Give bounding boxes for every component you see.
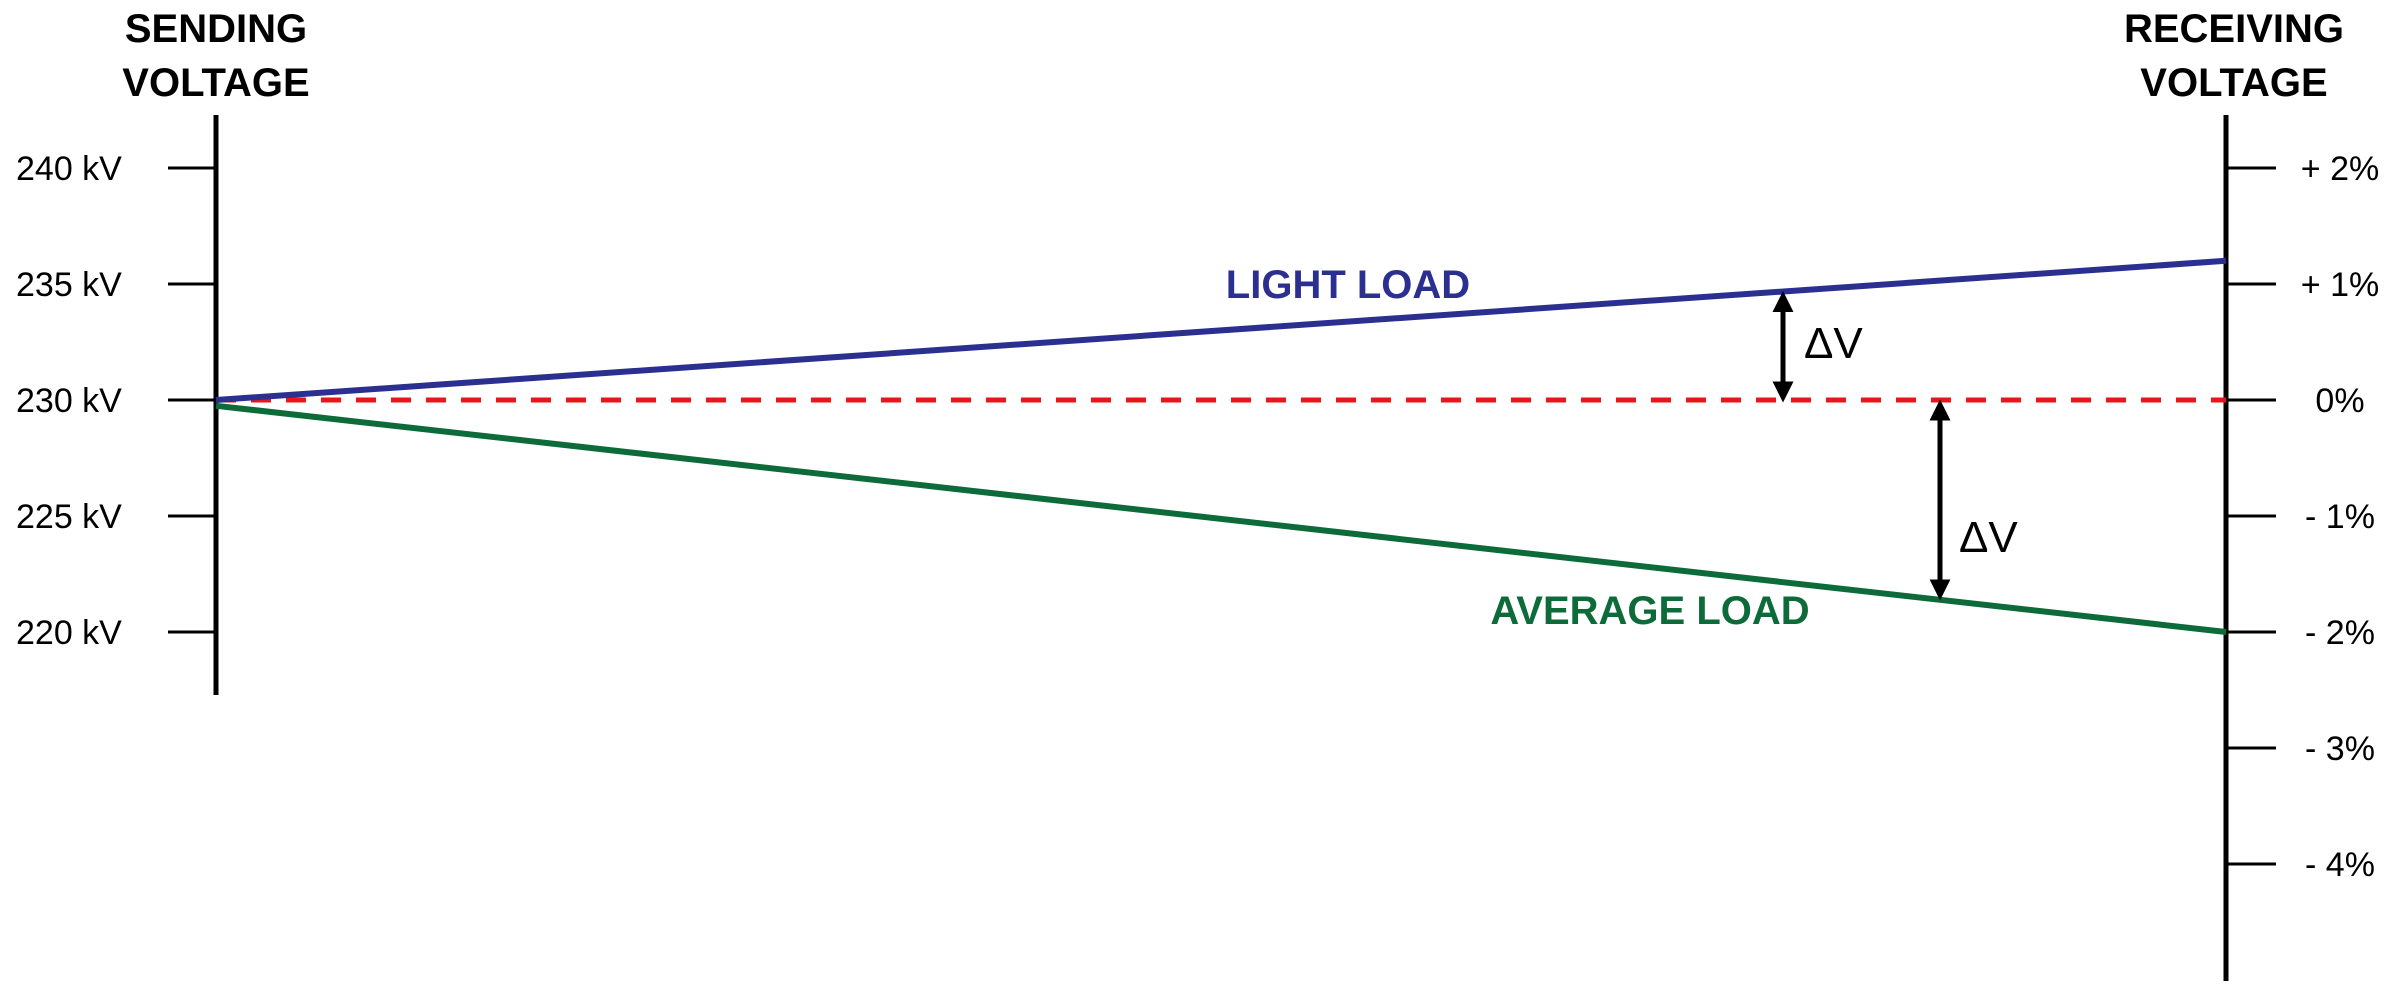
receiving-voltage-title-line1: RECEIVING bbox=[2124, 7, 2344, 51]
right-tick-label: - 1% bbox=[2305, 498, 2375, 536]
left-tick-label: 225 kV bbox=[16, 498, 122, 536]
average-load-line bbox=[215, 402, 2227, 635]
left-tick-label: 220 kV bbox=[16, 614, 122, 652]
right-tick-label: + 1% bbox=[2301, 266, 2379, 304]
light-load-line bbox=[215, 257, 2227, 403]
sending-voltage-title-line1: SENDING bbox=[125, 7, 307, 51]
left-tick-label: 235 kV bbox=[16, 266, 122, 304]
right-tick-label: 0% bbox=[2315, 382, 2364, 420]
left-tick-label: 230 kV bbox=[16, 382, 122, 420]
sending-voltage-axis: 240 kV 235 kV 230 kV 225 kV 220 kV bbox=[16, 150, 216, 652]
right-tick-label: - 2% bbox=[2305, 614, 2375, 652]
right-tick-label: + 2% bbox=[2301, 150, 2379, 188]
receiving-voltage-axis: + 2% + 1% 0% - 1% - 2% - 3% - 4% bbox=[2226, 150, 2379, 884]
delta-v-light-label: ΔV bbox=[1804, 319, 1863, 368]
right-tick-label: - 3% bbox=[2305, 730, 2375, 768]
light-load-label: LIGHT LOAD bbox=[1226, 263, 1470, 307]
average-load-label: AVERAGE LOAD bbox=[1490, 589, 1809, 633]
delta-v-average-label: ΔV bbox=[1959, 513, 2018, 562]
sending-voltage-title-line2: VOLTAGE bbox=[122, 61, 309, 105]
left-tick-label: 240 kV bbox=[16, 150, 122, 188]
receiving-voltage-title-line2: VOLTAGE bbox=[2140, 61, 2327, 105]
right-tick-label: - 4% bbox=[2305, 846, 2375, 884]
